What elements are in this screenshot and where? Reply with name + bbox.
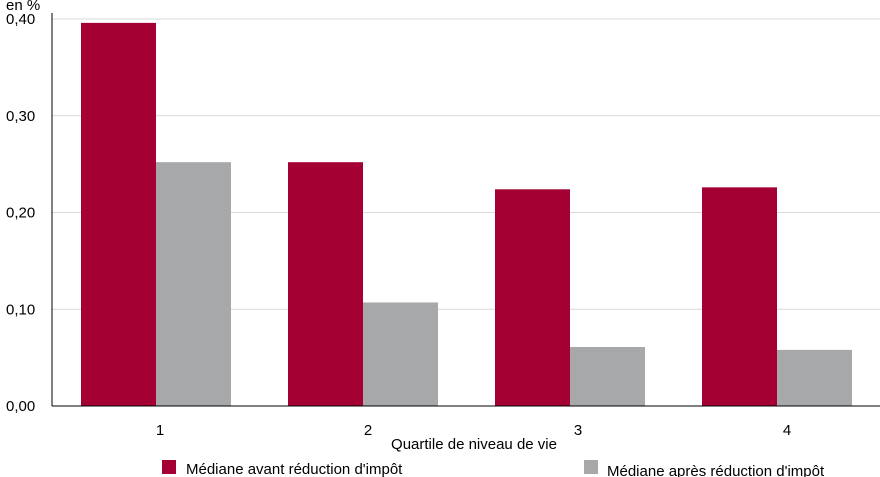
bar-avant-q1 [81, 22, 156, 407]
legend-label-apres: Médiane après réduction d'impôt [607, 463, 825, 477]
bar-avant-q4 [702, 187, 777, 406]
bar-apres-q4 [777, 349, 852, 406]
legend-swatch-avant [162, 460, 176, 474]
y-tick-label: 0,40 [6, 11, 35, 28]
x-tick-label: 1 [156, 422, 164, 439]
x-axis-title: Quartile de niveau de vie [391, 436, 557, 453]
bars [81, 22, 852, 407]
bar-avant-q3 [495, 189, 570, 406]
x-tick-label: 4 [783, 422, 791, 439]
y-tick-label: 0,20 [6, 205, 35, 222]
y-tick-label: 0,30 [6, 108, 35, 125]
x-tick-label: 3 [574, 422, 582, 439]
bar-apres-q1 [156, 162, 231, 406]
y-tick-label: 0,00 [6, 398, 35, 415]
bar-apres-q3 [570, 346, 645, 406]
bar-apres-q2 [363, 302, 438, 406]
bar-avant-q2 [288, 162, 363, 406]
y-tick-label: 0,10 [6, 301, 35, 318]
y-tick-labels: 0,00 0,10 0,20 0,30 0,40 [6, 11, 35, 415]
legend-label-avant: Médiane avant réduction d'impôt [186, 461, 403, 477]
x-tick-labels: 1 2 3 4 [156, 422, 791, 439]
legend: Médiane avant réduction d'impôt Médiane … [162, 460, 825, 477]
legend-swatch-apres [584, 460, 598, 474]
x-tick-label: 2 [364, 422, 372, 439]
y-unit-label: en % [6, 0, 40, 14]
